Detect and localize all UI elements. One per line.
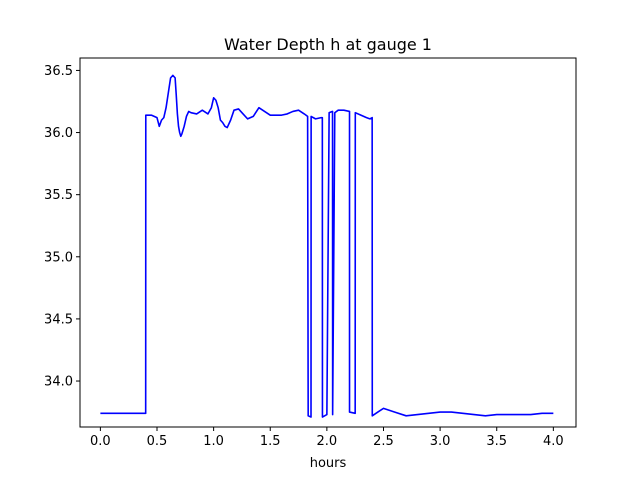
x-tick-label: 3.0 <box>430 434 451 449</box>
y-tick-label: 36.0 <box>44 126 73 141</box>
y-tick-label: 34.0 <box>44 375 73 390</box>
x-tick-label: 0.0 <box>90 434 111 449</box>
y-tick-label: 36.5 <box>44 64 73 79</box>
chart-title: Water Depth h at gauge 1 <box>224 35 432 54</box>
x-tick-label: 1.5 <box>260 434 281 449</box>
y-tick-label: 35.5 <box>44 188 73 203</box>
axes-frame <box>79 57 577 428</box>
x-tick-label: 1.0 <box>203 434 224 449</box>
x-tick-label: 2.0 <box>317 434 338 449</box>
x-tick-label: 2.5 <box>373 434 394 449</box>
x-axis-label: hours <box>310 456 347 471</box>
x-tick-label: 3.5 <box>486 434 507 449</box>
y-tick-label: 34.5 <box>44 312 73 327</box>
x-tick-label: 4.0 <box>543 434 564 449</box>
plot-area: 0.0 0.5 1.0 1.5 2.0 2.5 3.0 3.5 4.0 34.0 34.5 35.0 3… <box>44 57 577 449</box>
series-line-1 <box>100 74 554 418</box>
x-tick-label: 0.5 <box>147 434 168 449</box>
y-tick-label: 35.0 <box>44 250 73 265</box>
